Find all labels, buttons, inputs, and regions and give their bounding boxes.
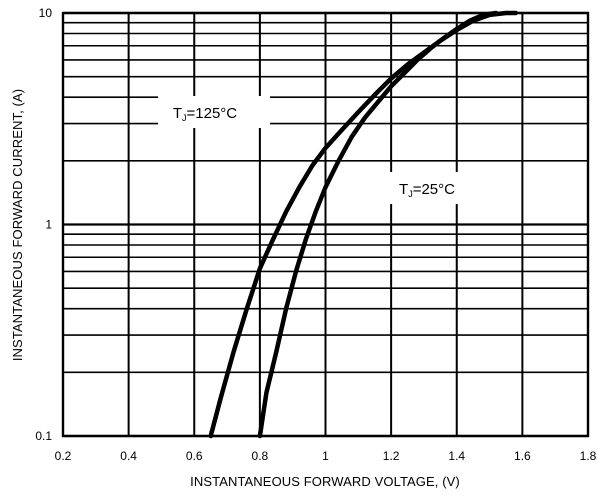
y-tick-labels: 0.1 1 10 (35, 6, 52, 443)
x-tick-label: 1.2 (383, 449, 400, 463)
x-tick-label: 0.4 (120, 449, 137, 463)
curve-label-125c: TJ=125°C (173, 105, 237, 123)
x-tick-label: 0.6 (186, 449, 203, 463)
curve-label-box (388, 172, 466, 204)
x-tick-label: 1 (322, 449, 329, 463)
x-tick-labels: 0.2 0.4 0.6 0.8 1 1.2 1.4 1.6 1.8 (55, 449, 597, 463)
x-axis-label: INSTANTANEOUS FORWARD VOLTAGE, (V) (190, 474, 460, 489)
curve-label-25c: TJ=25°C (399, 181, 455, 199)
x-tick-label: 0.2 (55, 449, 72, 463)
y-tick-label: 0.1 (35, 429, 52, 443)
x-tick-label: 1.8 (580, 449, 597, 463)
curves (208, 10, 519, 439)
x-tick-label: 1.6 (514, 449, 531, 463)
x-tick-label: 0.8 (252, 449, 269, 463)
y-tick-label: 1 (45, 218, 52, 232)
series-line-25c (257, 10, 499, 439)
y-axis-label: INSTANTANEOUS FORWARD CURRENT, (A) (10, 89, 25, 361)
y-tick-label: 10 (39, 6, 53, 20)
curve-labels: TJ=125°C TJ=25°C (173, 105, 455, 199)
x-tick-label: 1.4 (448, 449, 465, 463)
label-boxes (158, 96, 466, 204)
grid-major (61, 11, 590, 438)
plot-frame (61, 11, 590, 438)
curve-label-box (158, 96, 270, 128)
